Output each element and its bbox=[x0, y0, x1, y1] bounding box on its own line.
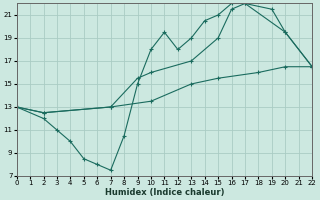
X-axis label: Humidex (Indice chaleur): Humidex (Indice chaleur) bbox=[105, 188, 224, 197]
